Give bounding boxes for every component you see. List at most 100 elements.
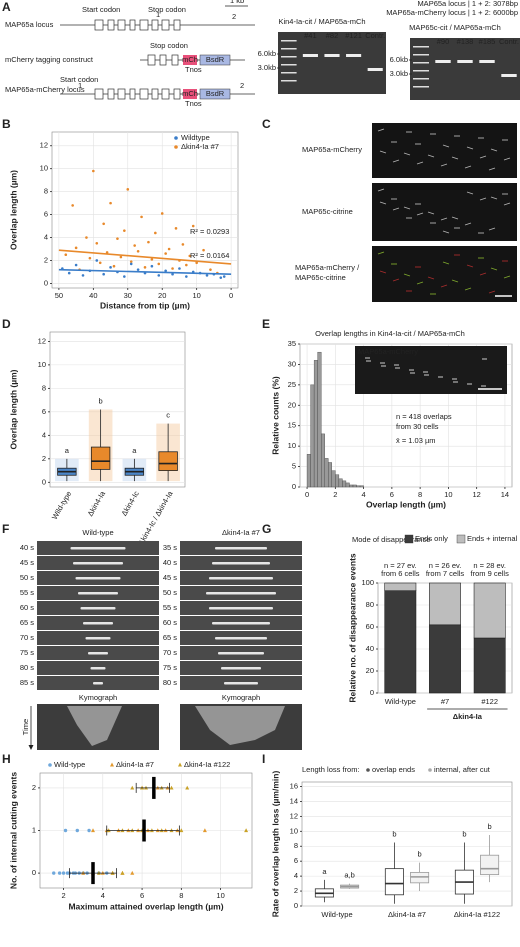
x-tick-label: 40 <box>89 291 97 300</box>
bar <box>356 485 361 488</box>
ladder-band <box>413 46 429 48</box>
y-tick-label: 8 <box>42 383 46 392</box>
gel-legend: MAP65a locus | 1 + 2: 3078bp <box>417 0 518 8</box>
y-tick-label: 1 <box>32 825 36 834</box>
time-label: 40 s <box>163 558 177 567</box>
bar <box>359 485 364 488</box>
x-tick-label: 2 <box>333 490 337 499</box>
legend-swatch <box>174 136 178 140</box>
ladder-band <box>413 78 429 80</box>
label: mCh <box>182 55 198 64</box>
y-tick-label: 10 <box>290 826 298 835</box>
bsdr-box <box>199 54 231 66</box>
point <box>244 828 249 833</box>
mch-box <box>183 89 197 99</box>
n-label: from 6 cells <box>381 569 420 578</box>
exon <box>129 19 136 31</box>
column-title: Δkin4-Ia #7 <box>222 528 260 537</box>
label: MAP65c-citrine <box>295 273 346 282</box>
point <box>129 260 133 263</box>
point <box>74 246 78 250</box>
y-tick-label: 0 <box>32 868 36 877</box>
label: Kin4-Ia-cit / MAP65a-mCh <box>278 17 365 26</box>
point <box>179 828 184 833</box>
panel-label: B <box>2 117 11 131</box>
time-label: 70 s <box>163 648 177 657</box>
bsdr-box <box>199 88 231 100</box>
label: mCherry tagging construct <box>5 55 94 64</box>
ladder-band <box>413 86 429 88</box>
point <box>160 212 164 215</box>
significance-letter: b <box>488 822 492 831</box>
gel-band <box>501 74 517 77</box>
time-label: 80 s <box>20 663 34 672</box>
point <box>143 266 147 269</box>
x-tick-label: 10 <box>216 891 224 900</box>
point <box>209 268 212 271</box>
x-tick-label: Wild-type <box>385 697 416 706</box>
box <box>480 854 500 876</box>
y-tick-label: 12 <box>38 336 46 345</box>
gel-band <box>479 60 495 63</box>
label: MAP65c-citrine <box>302 207 353 216</box>
x-tick-label: 6 <box>140 891 144 900</box>
point <box>191 224 195 228</box>
exon <box>171 54 179 66</box>
point <box>130 870 135 875</box>
label: MAP65a-mCherry <box>302 145 362 154</box>
overlap-signal <box>224 682 258 685</box>
y-tick-label: 16 <box>290 781 298 790</box>
exon <box>107 19 115 31</box>
point <box>205 274 209 277</box>
x-axis-label: Distance from tip (µm) <box>100 300 190 310</box>
filament <box>488 227 496 231</box>
y-tick-label: 30 <box>288 359 296 368</box>
point <box>123 229 126 232</box>
bar <box>342 480 347 488</box>
y-tick-label: 15 <box>288 421 296 430</box>
filament <box>392 207 400 211</box>
ladder-band <box>413 54 429 56</box>
y-tick-label: 4 <box>44 233 48 242</box>
point <box>157 274 161 277</box>
point <box>112 264 116 268</box>
bar <box>349 484 354 488</box>
point <box>95 259 99 262</box>
filament <box>416 161 424 165</box>
filament <box>488 290 496 294</box>
label: Kymograph <box>79 693 117 702</box>
legend-swatch <box>110 762 114 767</box>
x-tick-label: #122 <box>481 697 498 706</box>
time-label: 75 s <box>20 648 34 657</box>
overlap-signal <box>215 637 267 640</box>
point <box>71 204 74 207</box>
point <box>133 244 136 247</box>
label: Stop codon <box>150 41 188 50</box>
exon <box>147 54 156 66</box>
y-tick-label: 6 <box>44 210 48 219</box>
bar <box>310 384 315 488</box>
mch-box <box>183 55 197 65</box>
y-tick-label: 12 <box>290 811 298 820</box>
column-title: Wild-type <box>82 528 113 537</box>
point <box>222 275 226 278</box>
label: MAP65c-cit / MAP65a-mCh <box>409 23 501 32</box>
y-tick-label: 0 <box>292 482 296 491</box>
filament <box>479 272 487 276</box>
stats-text: n = 418 overlaps <box>396 412 452 421</box>
point <box>169 785 174 790</box>
x-axis-label: Maximum attained overlap length (µm) <box>68 901 223 911</box>
x-tick-label: Δkin4-Ic / Δkin4-Ia <box>136 489 175 547</box>
trend-line <box>58 249 232 265</box>
panel-label: G <box>262 522 271 536</box>
bar <box>335 474 340 488</box>
bar <box>306 454 311 488</box>
exon <box>117 88 126 100</box>
overlap-signal <box>88 652 108 655</box>
y-tick-label: 20 <box>366 666 374 675</box>
bar <box>473 637 506 694</box>
panel-label: I <box>262 752 265 766</box>
filament <box>464 222 472 226</box>
bar <box>338 478 343 488</box>
point <box>171 267 174 270</box>
